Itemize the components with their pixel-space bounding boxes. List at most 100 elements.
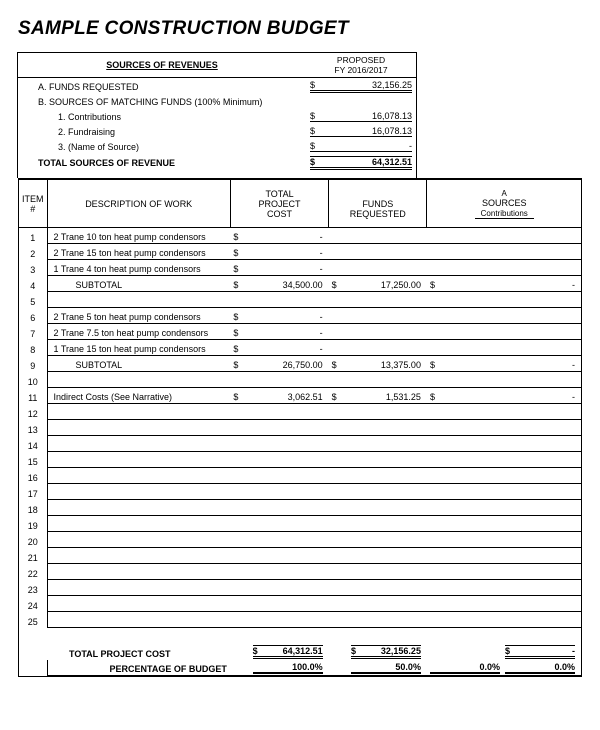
table-row: 16 xyxy=(19,468,581,484)
row-number: 22 xyxy=(19,564,47,580)
row-number: 20 xyxy=(19,532,47,548)
row-c1: $- xyxy=(230,260,328,276)
row-c1: $- xyxy=(230,308,328,324)
row-number: 11 xyxy=(19,388,47,404)
row-c2 xyxy=(329,468,427,484)
row-c2 xyxy=(329,532,427,548)
row-c3 xyxy=(427,340,581,356)
table-row: 25 xyxy=(19,612,581,628)
row-c3 xyxy=(427,420,581,436)
row-c1 xyxy=(230,292,328,308)
row-desc: 1 Trane 4 ton heat pump condensors xyxy=(47,260,230,276)
row-c2 xyxy=(329,516,427,532)
row-c2 xyxy=(329,244,427,260)
budget-table-frame: ITEM # DESCRIPTION OF WORK TOTAL PROJECT… xyxy=(18,178,582,677)
row-c3 xyxy=(427,292,581,308)
row-number: 5 xyxy=(19,292,47,308)
table-row: 5 xyxy=(19,292,581,308)
row-c2: $13,375.00 xyxy=(329,356,427,372)
page-title: SAMPLE CONSTRUCTION BUDGET xyxy=(18,18,582,40)
row-c1 xyxy=(230,500,328,516)
row-desc: 1 Trane 15 ton heat pump condensors xyxy=(47,340,230,356)
row-c3 xyxy=(427,452,581,468)
row-c2 xyxy=(329,500,427,516)
row-c2 xyxy=(329,420,427,436)
row-c1 xyxy=(230,420,328,436)
row-c3 xyxy=(427,484,581,500)
row-number: 14 xyxy=(19,436,47,452)
revenue-total-amount: $64,312.51 xyxy=(306,154,416,172)
row-desc xyxy=(47,596,230,612)
row-c1: $- xyxy=(230,244,328,260)
row-c1: $- xyxy=(230,228,328,244)
table-row: 4SUBTOTAL$34,500.00$17,250.00$- xyxy=(19,276,581,292)
row-desc: 2 Trane 7.5 ton heat pump condensors xyxy=(47,324,230,340)
row-number: 10 xyxy=(19,372,47,388)
revenue-a-label: A. FUNDS REQUESTED xyxy=(18,78,306,96)
table-row: 22 Trane 15 ton heat pump condensors$- xyxy=(19,244,581,260)
table-row: 23 xyxy=(19,580,581,596)
row-desc xyxy=(47,404,230,420)
row-number: 6 xyxy=(19,308,47,324)
revenue-box: SOURCES OF REVENUES PROPOSED FY 2016/201… xyxy=(17,52,417,178)
col-header-desc: DESCRIPTION OF WORK xyxy=(47,180,230,228)
revenue-item-label: 2. Fundraising xyxy=(18,124,306,139)
row-c3 xyxy=(427,436,581,452)
table-row: 31 Trane 4 ton heat pump condensors$- xyxy=(19,260,581,276)
row-c1 xyxy=(230,580,328,596)
row-c1: $- xyxy=(230,340,328,356)
row-c2 xyxy=(329,452,427,468)
row-number: 13 xyxy=(19,420,47,436)
row-c3 xyxy=(427,228,581,244)
table-row: 24 xyxy=(19,596,581,612)
table-row: 14 xyxy=(19,436,581,452)
table-row: 13 xyxy=(19,420,581,436)
row-c2 xyxy=(329,564,427,580)
row-c3 xyxy=(427,308,581,324)
revenue-header-right: PROPOSED FY 2016/2017 xyxy=(306,53,416,78)
row-c2 xyxy=(329,580,427,596)
total-c1: $64,312.51 xyxy=(230,644,328,660)
row-desc xyxy=(47,292,230,308)
table-row: 15 xyxy=(19,452,581,468)
row-desc: 2 Trane 15 ton heat pump condensors xyxy=(47,244,230,260)
revenue-item-label: 1. Contributions xyxy=(18,109,306,124)
row-desc xyxy=(47,436,230,452)
row-c2 xyxy=(329,340,427,356)
row-desc xyxy=(47,452,230,468)
row-c1 xyxy=(230,372,328,388)
row-c2 xyxy=(329,612,427,628)
pct-c1: 100.0% xyxy=(230,660,328,676)
row-c2 xyxy=(329,372,427,388)
row-number: 16 xyxy=(19,468,47,484)
row-c3 xyxy=(427,372,581,388)
row-c1 xyxy=(230,468,328,484)
row-c1 xyxy=(230,612,328,628)
table-row: 72 Trane 7.5 ton heat pump condensors$- xyxy=(19,324,581,340)
row-c2 xyxy=(329,324,427,340)
row-c2 xyxy=(329,404,427,420)
table-row: 81 Trane 15 ton heat pump condensors$- xyxy=(19,340,581,356)
table-row: 22 xyxy=(19,564,581,580)
row-number: 9 xyxy=(19,356,47,372)
col-header-sources: A SOURCES Contributions xyxy=(427,180,581,228)
row-c2: $1,531.25 xyxy=(329,388,427,404)
row-number: 1 xyxy=(19,228,47,244)
col-header-total: TOTAL PROJECT COST xyxy=(230,180,328,228)
row-c1 xyxy=(230,516,328,532)
row-desc xyxy=(47,500,230,516)
table-row: 21 xyxy=(19,548,581,564)
row-number: 21 xyxy=(19,548,47,564)
row-number: 23 xyxy=(19,580,47,596)
row-c2 xyxy=(329,228,427,244)
row-c1 xyxy=(230,548,328,564)
row-number: 19 xyxy=(19,516,47,532)
row-c2 xyxy=(329,484,427,500)
row-c3 xyxy=(427,468,581,484)
row-desc: Indirect Costs (See Narrative) xyxy=(47,388,230,404)
row-desc xyxy=(47,532,230,548)
revenue-item-label: 3. (Name of Source) xyxy=(18,139,306,154)
revenue-a-amount: $32,156.25 xyxy=(306,78,416,96)
row-c1: $- xyxy=(230,324,328,340)
row-c3 xyxy=(427,596,581,612)
